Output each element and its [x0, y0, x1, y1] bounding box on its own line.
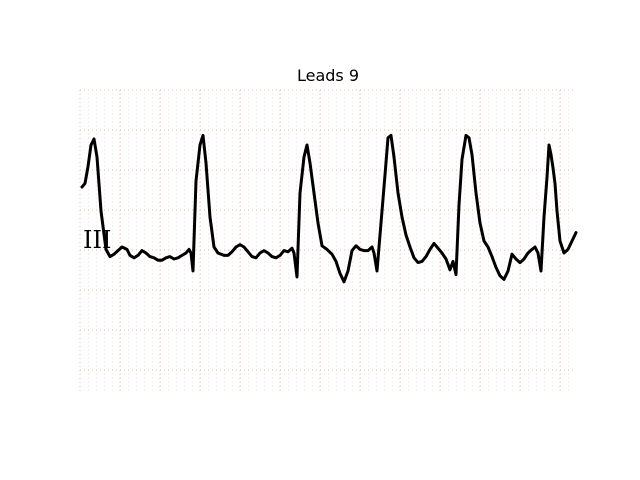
grid-minor-dots — [88, 93, 569, 391]
ecg-grid-background — [80, 90, 576, 391]
grid-minor-dot-pattern — [88, 93, 569, 391]
chart-title: Leads 9 — [296, 66, 360, 85]
ecg-trace-lead-iii — [80, 133, 578, 284]
lead-label: III — [83, 226, 112, 254]
